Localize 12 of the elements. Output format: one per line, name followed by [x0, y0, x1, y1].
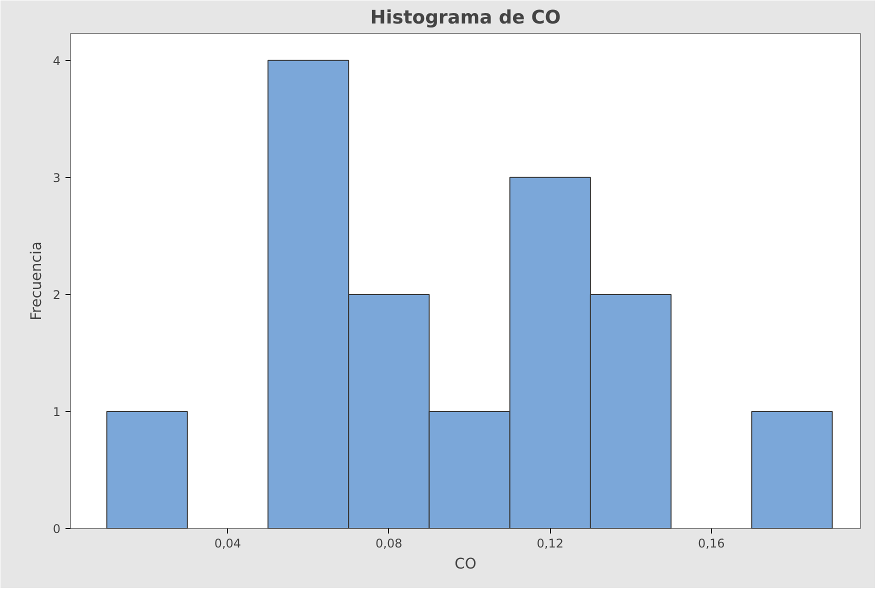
x-tick-label: 0,12	[536, 536, 564, 550]
y-tick-label: 0	[52, 522, 61, 536]
y-axis-title: Frecuencia	[28, 242, 45, 320]
y-tick-label: 3	[52, 170, 61, 185]
chart-title: Histograma de CO	[370, 8, 561, 28]
x-tick-label: 0,16	[698, 536, 725, 550]
y-tick-label: 2	[52, 288, 61, 302]
x-tick-label: 0,04	[214, 536, 242, 550]
x-tick-label: 0,08	[376, 536, 402, 550]
y-tick-label: 1	[52, 404, 61, 419]
y-tick-label: 4	[52, 54, 61, 68]
x-axis-title: CO	[454, 556, 476, 572]
